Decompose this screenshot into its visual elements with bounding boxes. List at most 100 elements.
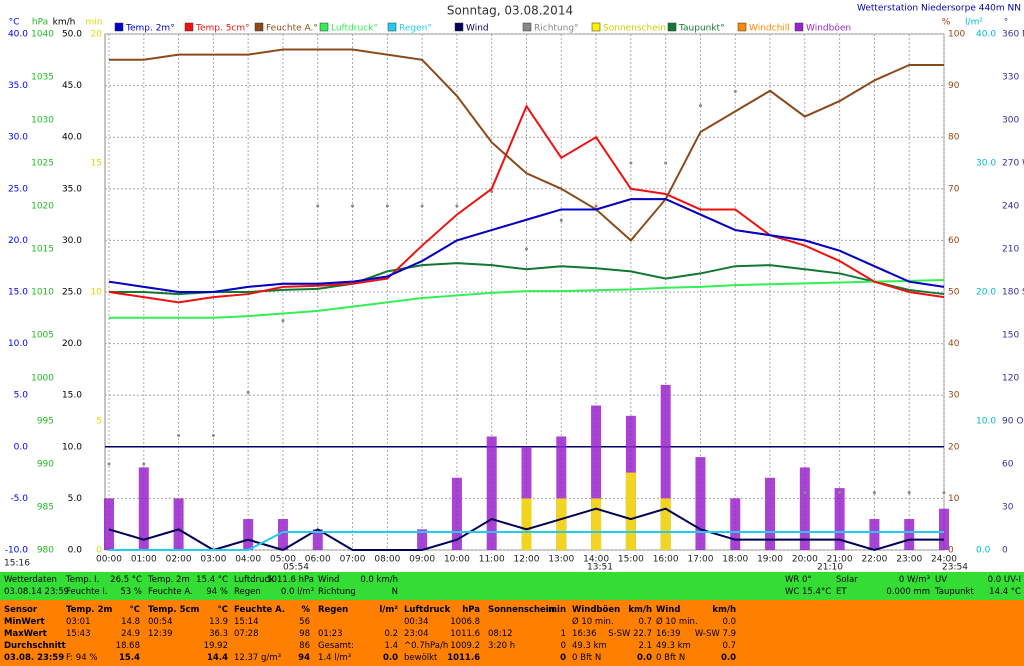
- x-tick-label: 18:00: [722, 555, 748, 565]
- cell: 0.0: [720, 653, 736, 663]
- y-tick-label: 0: [948, 546, 954, 556]
- cell: Temp. 2m: [148, 575, 190, 585]
- series-dot: [664, 161, 668, 165]
- y-tick-label: 15.0: [8, 288, 28, 298]
- axis-unit: °: [1004, 18, 1009, 28]
- cell: 94: [298, 653, 310, 663]
- cell: Feuchte I.: [66, 587, 108, 597]
- cell: Wetterdaten: [4, 575, 57, 585]
- series-line: [109, 262, 945, 296]
- x-tick-label: 15:00: [618, 555, 644, 565]
- y-tick-label: 150: [1002, 331, 1019, 341]
- y-tick-label: 5.0: [68, 494, 83, 504]
- y-tick-label: 990: [37, 460, 54, 470]
- series-dot: [907, 491, 911, 495]
- legend-swatch: [522, 22, 532, 32]
- x-tick-label: 16:00: [653, 555, 679, 565]
- x-tick-label: 07:00: [340, 555, 366, 565]
- y-tick-label: 0.0: [976, 546, 991, 556]
- y-tick-label: 1015: [31, 245, 54, 255]
- cell: 26.5 °C: [110, 575, 142, 585]
- y-tick-label: 60: [948, 236, 960, 246]
- y-tick-label: 330: [1002, 73, 1019, 83]
- cell: 1011.6 hPa: [266, 575, 314, 585]
- cell: 0: [560, 641, 566, 651]
- cell: 86: [299, 641, 310, 651]
- cell: 0.0: [382, 653, 398, 663]
- y-tick-label: 25.0: [8, 184, 28, 194]
- legend-label: Temp. 5cm°: [195, 24, 250, 34]
- legend-label: Temp. 2m°: [125, 24, 175, 34]
- series-bar: [277, 519, 288, 550]
- series-bar: [591, 498, 602, 550]
- series-bar: [556, 436, 567, 550]
- cell: 03.08. 23:59: [4, 653, 65, 663]
- cell: Temp. I.: [66, 575, 100, 585]
- cell: 0.0 UV-I: [987, 575, 1021, 585]
- cell: 0.0: [722, 617, 736, 627]
- cell: 0.7: [722, 641, 736, 651]
- cell: 0 Bft N: [572, 653, 602, 663]
- y-tick-label: 80: [948, 133, 960, 143]
- cell: hPa: [462, 605, 480, 615]
- x-tick-label: 17:00: [687, 555, 713, 565]
- cell: Wind: [318, 575, 340, 585]
- y-tick-label: -5.0: [10, 494, 28, 504]
- series-dot: [211, 433, 215, 437]
- cell: S-SW 22.7: [608, 629, 652, 639]
- y-tick-label: 15: [91, 159, 102, 169]
- axis-unit: km/h: [53, 18, 76, 28]
- axis-unit: °C: [9, 18, 20, 28]
- series-dot: [177, 433, 181, 437]
- series-dot: [142, 462, 146, 466]
- series-line: [109, 530, 944, 551]
- series-dot: [281, 319, 285, 323]
- series-dot: [385, 204, 389, 208]
- y-tick-label: 40: [948, 339, 960, 349]
- cell: 0.000 mm: [886, 587, 930, 597]
- y-tick-label: 45.0: [62, 81, 82, 91]
- y-tick-label: 0: [1002, 546, 1008, 556]
- cell: Temp. 5cm: [148, 605, 200, 615]
- cell: Luftdruck: [234, 575, 275, 585]
- x-tick-label: 14:00: [583, 555, 609, 565]
- cell: Solar: [836, 575, 858, 585]
- series-bar: [834, 488, 845, 550]
- y-tick-label: 20: [948, 442, 960, 452]
- cell: Sensor: [4, 605, 38, 615]
- legend-label: Feuchte A.°: [266, 24, 318, 34]
- y-tick-label: 210: [1002, 245, 1019, 255]
- y-tick-label: 180 S: [1002, 288, 1024, 298]
- cell: %: [301, 605, 310, 615]
- cell: 16:36: [572, 629, 597, 639]
- cell: N: [391, 587, 398, 597]
- y-tick-label: 20.0: [62, 339, 82, 349]
- y-tick-label: 30.0: [62, 236, 82, 246]
- legend-swatch: [319, 22, 329, 32]
- cell: F: 94 %: [66, 653, 98, 663]
- y-tick-label: 10.0: [62, 442, 82, 452]
- x-tick-label: 02:00: [166, 555, 192, 565]
- y-tick-label: 1025: [31, 159, 54, 169]
- y-tick-label: 120: [1002, 374, 1019, 384]
- legend-swatch: [794, 22, 804, 32]
- legend-swatch: [667, 22, 677, 32]
- y-tick-label: 995: [37, 417, 54, 427]
- cell: 13.9: [209, 617, 228, 627]
- y-tick-label: 50.0: [62, 30, 82, 40]
- y-tick-label: 30.0: [8, 133, 28, 143]
- cell: WR 0°: [785, 575, 812, 585]
- cell: Ø 10 min.: [656, 617, 698, 627]
- cell: MaxWert: [4, 629, 47, 639]
- y-tick-label: 40.0: [8, 30, 28, 40]
- y-tick-label: 100: [948, 30, 965, 40]
- cell: 1011.6: [450, 629, 480, 639]
- series-bar: [312, 529, 323, 550]
- cell: 08:12: [488, 629, 513, 639]
- cell: ^0.7hPa/h: [404, 641, 449, 651]
- cell: 1009.2: [450, 641, 480, 651]
- cell: 0 W/m³: [898, 575, 930, 585]
- x-tick-label: 00:00: [96, 555, 122, 565]
- y-tick-label: -10.0: [5, 546, 29, 556]
